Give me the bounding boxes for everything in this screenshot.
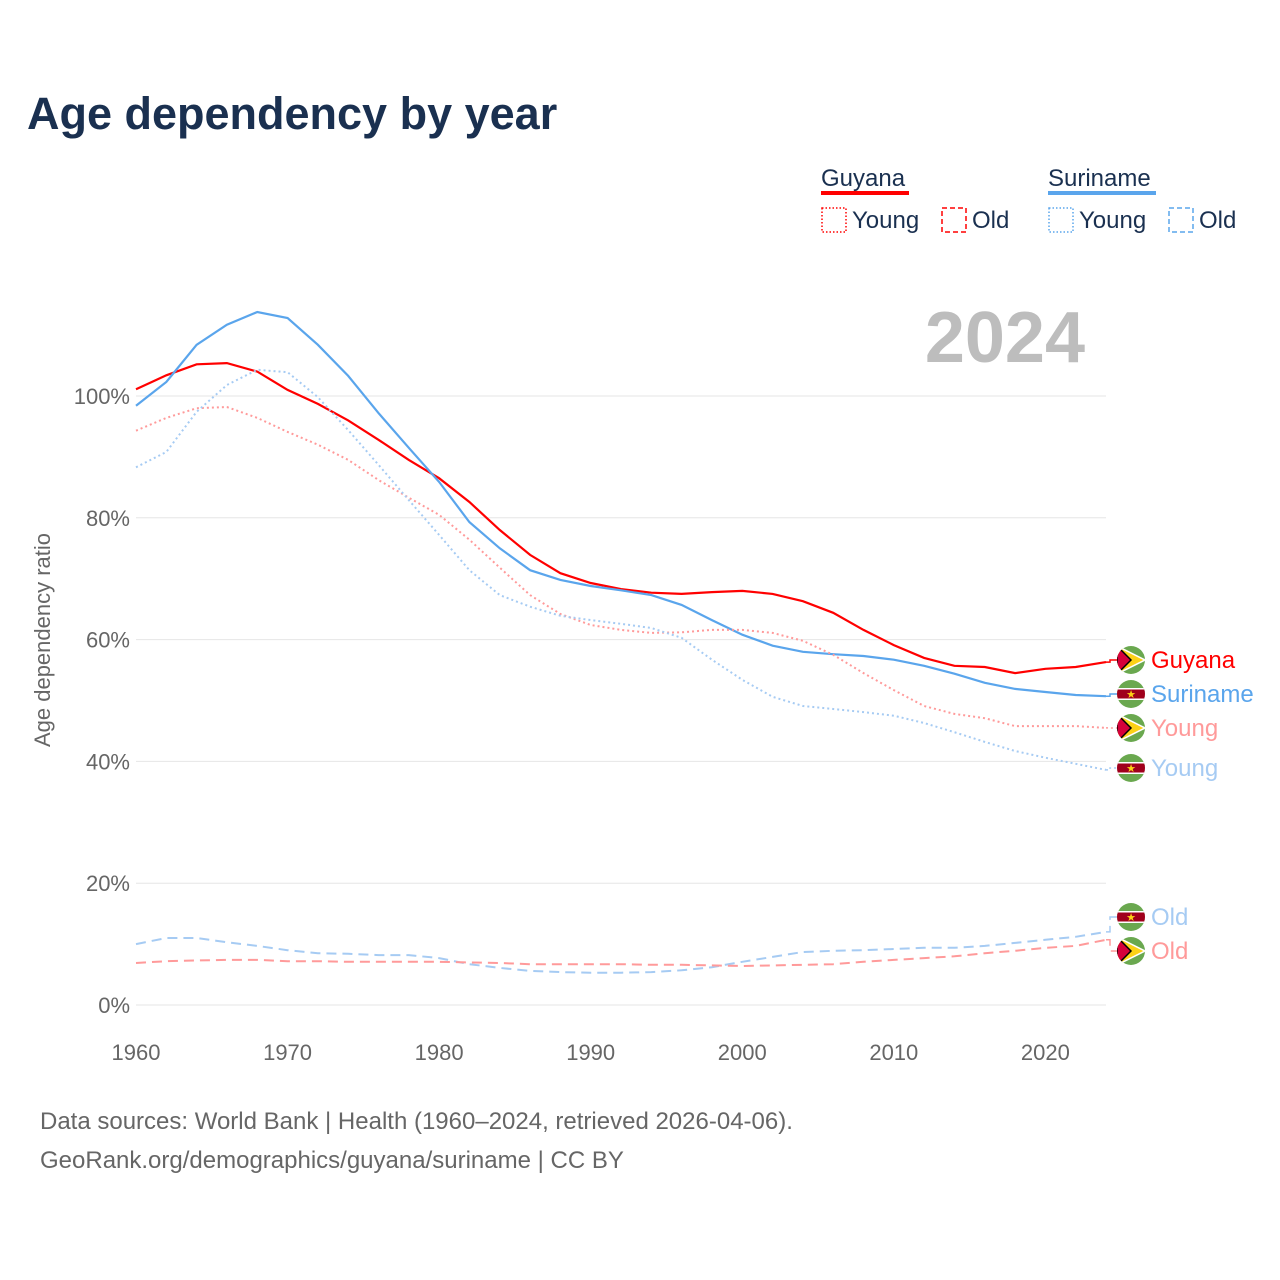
series-line-suriname-young: [135, 368, 1107, 771]
label-leader-line: [1106, 659, 1118, 663]
legend-group-swatch: [821, 191, 909, 195]
legend-item-young: Young: [1079, 207, 1146, 234]
y-tick-label: 100%: [74, 384, 130, 409]
x-tick-label: 1990: [566, 1040, 615, 1065]
svg-text:★: ★: [1126, 763, 1136, 775]
y-axis-label: Age dependency ratio: [30, 533, 55, 747]
label-leader-line: [1106, 916, 1118, 933]
y-tick-label: 80%: [86, 506, 130, 531]
x-tick-label: 1970: [263, 1040, 312, 1065]
data-source: Data sources: World Bank | Health (1960–…: [40, 1108, 793, 1135]
label-leader-line: [1106, 939, 1118, 952]
series-line-guyana-young: [135, 405, 1107, 729]
y-tick-label: 40%: [86, 749, 130, 774]
legend-old-swatch: [941, 207, 967, 233]
series-line-suriname-old: [135, 930, 1107, 974]
y-tick-label: 20%: [86, 871, 130, 896]
year-watermark: 2024: [925, 298, 1085, 378]
svg-text:★: ★: [1126, 912, 1136, 924]
suriname-flag-icon: ★: [1117, 680, 1145, 708]
legend-item-old: Old: [972, 207, 1009, 234]
suriname-flag-icon: ★: [1117, 754, 1145, 782]
series-end-label: Guyana: [1151, 647, 1236, 674]
y-tick-label: 0%: [98, 993, 130, 1018]
legend-young-swatch: [821, 207, 847, 233]
series-end-label: Old: [1151, 904, 1188, 931]
x-tick-label: 2020: [1021, 1040, 1070, 1065]
series-line-guyana: [135, 361, 1107, 675]
x-tick-label: 2010: [869, 1040, 918, 1065]
guyana-flag-icon: [1117, 937, 1145, 965]
guyana-flag-icon: [1117, 646, 1145, 674]
legend-young-swatch: [1048, 207, 1074, 233]
series-line-guyana-old: [135, 938, 1107, 968]
series-end-label: Young: [1151, 755, 1218, 782]
series-end-label: Suriname: [1151, 681, 1254, 708]
guyana-flag-icon: [1117, 714, 1145, 742]
x-tick-label: 2000: [718, 1040, 767, 1065]
x-tick-label: 1980: [415, 1040, 464, 1065]
series-end-label: Young: [1151, 715, 1218, 742]
y-tick-label: 60%: [86, 628, 130, 653]
suriname-flag-icon: ★: [1117, 903, 1145, 931]
legend-group-swatch: [1048, 191, 1156, 195]
source-link[interactable]: GeoRank.org/demographics/guyana/suriname…: [40, 1147, 624, 1174]
series-end-label: Old: [1151, 938, 1188, 965]
legend-group-title: Guyana: [821, 165, 906, 192]
label-leader-line: [1106, 767, 1118, 771]
x-tick-label: 1960: [112, 1040, 161, 1065]
series-line-suriname: [135, 310, 1107, 698]
legend-item-old: Old: [1199, 207, 1236, 234]
legend-group-title: Suriname: [1048, 165, 1151, 192]
chart-title: Age dependency by year: [27, 88, 558, 139]
label-leader-line: [1106, 693, 1118, 697]
legend-item-young: Young: [852, 207, 919, 234]
legend-old-swatch: [1168, 207, 1194, 233]
svg-text:★: ★: [1126, 689, 1136, 701]
